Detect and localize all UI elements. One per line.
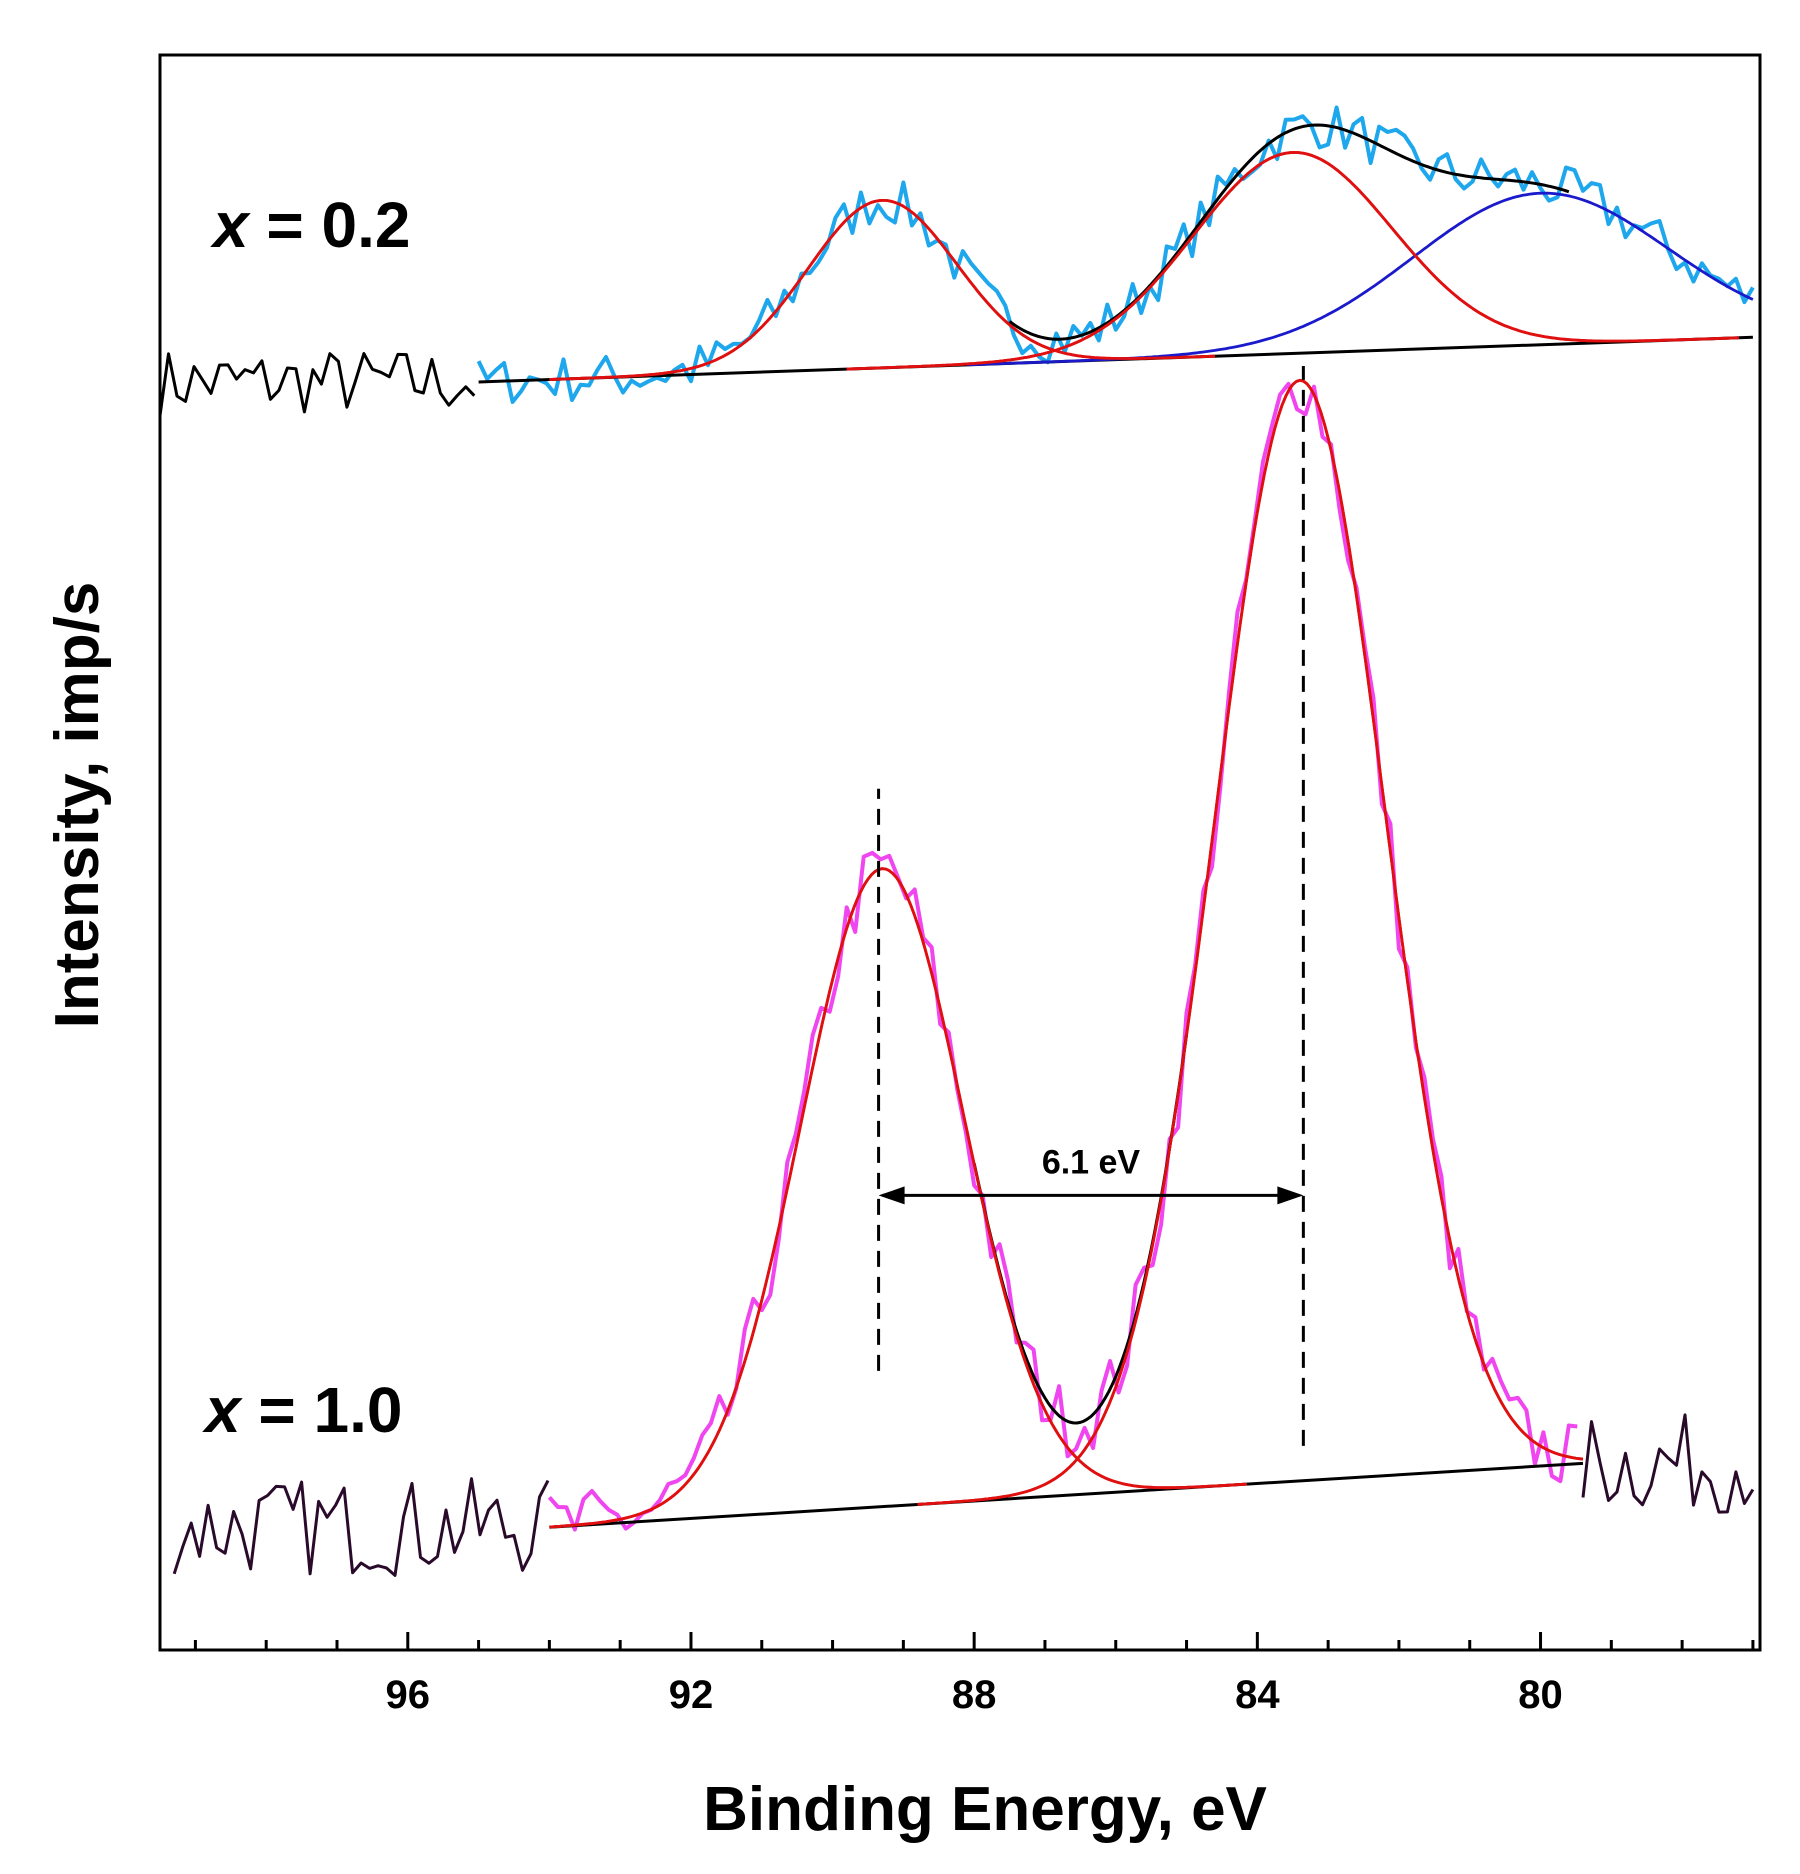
raw-data-x10 xyxy=(547,381,1578,1532)
y-axis-title: Intensity, imp/s xyxy=(43,582,112,1029)
x-tick-label: 88 xyxy=(952,1673,997,1717)
energy-separation-label: 6.1 eV xyxy=(1042,1143,1141,1181)
fit-peak-top-x02-1 xyxy=(846,151,1739,371)
series-group xyxy=(158,105,1755,1577)
x-axis-title: Binding Energy, eV xyxy=(703,1775,1267,1844)
fit-peak-top-x02-0 xyxy=(549,199,1215,381)
series-label-x10-value: = 1.0 xyxy=(241,1374,403,1446)
series-label-x10-var: x xyxy=(202,1374,243,1446)
x-axis-tick-labels: 96 92 88 84 80 xyxy=(386,1673,1563,1717)
x-tick-label: 96 xyxy=(386,1673,431,1717)
series-label-x10: x = 1.0 xyxy=(202,1374,403,1446)
fit-peak-x02-2 xyxy=(967,191,1754,367)
fit-peak-top-x10-0 xyxy=(549,867,1247,1529)
arrow-head-right xyxy=(1277,1186,1304,1205)
x-axis-ticks xyxy=(193,1632,1755,1650)
series-label-x02-value: = 0.2 xyxy=(249,189,411,261)
arrow-head-left xyxy=(878,1186,905,1205)
fit-peak-x02-1 xyxy=(846,151,1739,371)
plot-frame xyxy=(158,53,1762,1652)
series-label-x02-var: x xyxy=(210,189,251,261)
x-tick-label: 92 xyxy=(669,1673,714,1717)
fit-peak-top-x10-1 xyxy=(917,378,1584,1506)
baseline-x10 xyxy=(549,1461,1584,1529)
fit-envelope-x02 xyxy=(1008,123,1570,341)
raw-data-outside-x10-0 xyxy=(172,1477,550,1577)
x-tick-label: 84 xyxy=(1235,1673,1280,1717)
annotation-group: 6.1 eV xyxy=(877,366,1305,1446)
fit-peak-x02-0 xyxy=(549,199,1215,381)
series-label-x02: x = 0.2 xyxy=(210,189,411,261)
raw-data-outside-x02-0 xyxy=(158,352,476,416)
x-tick-label: 80 xyxy=(1518,1673,1563,1717)
raw-data-outside-x10-1 xyxy=(1581,1413,1755,1514)
raw-data-x02 xyxy=(476,105,1755,404)
